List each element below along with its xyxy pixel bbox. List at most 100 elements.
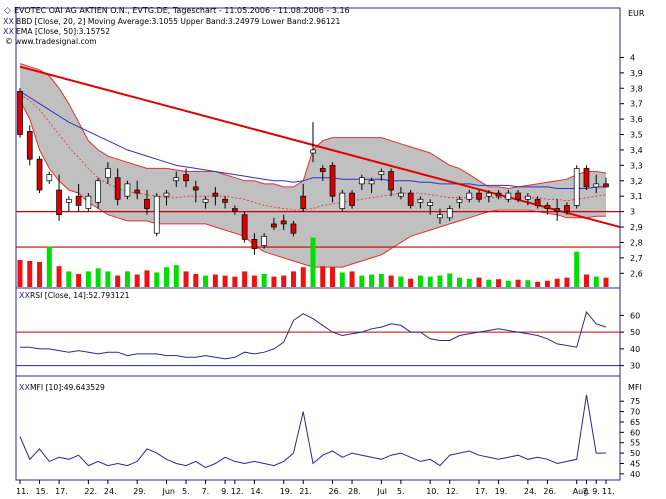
x-tick-label: 28. — [348, 487, 361, 496]
volume-bar — [95, 268, 101, 287]
price-tick-label: 2,6 — [630, 269, 643, 278]
mfi-tick-label: 55 — [630, 439, 640, 448]
x-tick-label: 9. — [592, 487, 600, 496]
mfi-panel — [15, 375, 621, 481]
mfi-tick-label: 45 — [630, 459, 640, 468]
price-tick-label: 4 — [630, 53, 635, 62]
volume-bar — [212, 274, 218, 287]
volume-bar — [369, 274, 375, 287]
candle-body — [222, 198, 228, 203]
candle-body — [251, 239, 258, 249]
volume-bar — [583, 274, 589, 287]
mfi-tick-label: 75 — [630, 397, 640, 406]
bollinger-fill — [20, 63, 606, 268]
x-tick-label: 12. — [231, 487, 244, 496]
trendline — [19, 65, 621, 228]
candle-body — [271, 223, 277, 228]
ema-series — [19, 90, 606, 189]
volume-bar — [310, 237, 316, 287]
volume-bar — [203, 275, 209, 287]
mfi-tick-label: 40 — [630, 470, 640, 479]
candle-body — [407, 192, 414, 206]
candle-body — [495, 192, 502, 197]
candle-body — [583, 168, 590, 188]
price-tick-label: 3,4 — [630, 146, 643, 155]
x-tick-label: 15. — [36, 487, 49, 496]
price-tick-label: 2,9 — [630, 223, 643, 232]
price-tick-label: 3,9 — [630, 69, 643, 78]
candle-body — [65, 198, 72, 203]
candle-body — [300, 195, 307, 209]
candle-body — [485, 192, 492, 197]
price-tick-label: 3,2 — [630, 177, 643, 186]
candle-body — [232, 208, 238, 212]
mfi-tick-label: 50 — [630, 449, 640, 458]
x-tick-label: 24. — [524, 487, 537, 496]
volume-bar — [134, 274, 140, 287]
mfi-legend-icon: XX — [19, 383, 30, 392]
volume-bar — [76, 274, 82, 287]
candle-body — [593, 183, 600, 188]
volume-bar — [251, 275, 257, 287]
x-tick-label: 17. — [55, 487, 68, 496]
volume-bar — [564, 277, 570, 287]
price-tick-label: 3,5 — [630, 131, 643, 140]
volume-bar — [339, 272, 345, 287]
x-tick-label: 11. — [602, 487, 615, 496]
volume-bar — [27, 261, 33, 287]
candle-body — [525, 195, 531, 200]
price-tick-label: 2,8 — [630, 238, 643, 247]
candle-body — [564, 205, 570, 212]
candle-body — [554, 208, 561, 212]
trendline-segment — [19, 65, 621, 228]
candle-body — [476, 192, 482, 200]
candle-body — [261, 235, 268, 246]
price-tick-label: 3,7 — [630, 100, 643, 109]
price-horizontal-lines — [16, 211, 620, 248]
volume-bar — [593, 276, 599, 287]
volume-bar — [359, 275, 365, 287]
candle-body — [202, 198, 209, 203]
price-tick-label: 3,1 — [630, 192, 643, 201]
volume-bar — [85, 271, 91, 287]
volume-bar — [398, 276, 404, 287]
x-tick-label: 17. — [475, 487, 488, 496]
candle-body — [358, 177, 365, 185]
x-tick-label: Aug — [573, 487, 589, 496]
volume-bar — [124, 271, 130, 287]
candle-body — [46, 174, 53, 182]
rsi-series — [20, 310, 607, 360]
volume-bar — [476, 277, 482, 287]
candle-body — [26, 131, 33, 160]
volume-bar — [281, 275, 287, 287]
candle-body — [339, 192, 346, 209]
volume-bar — [457, 277, 462, 287]
volume-bar — [544, 280, 550, 287]
rsi-y-axis: 30 40 50 60 — [620, 311, 640, 371]
candle-body — [124, 183, 131, 197]
rsi-legend-icon: XX — [19, 291, 30, 300]
volume-bar — [515, 279, 521, 287]
rsi-tick-label: 30 — [630, 362, 640, 371]
rsi-tick-label: 50 — [630, 328, 640, 337]
candle-body — [17, 90, 23, 135]
volume-bar — [261, 274, 267, 287]
mfi-legend: MFI [10]:49.643529 — [30, 383, 105, 392]
x-tick-label: 11. — [16, 487, 29, 496]
volume-bar — [300, 267, 306, 287]
volume-bar — [232, 276, 238, 287]
volume-bar — [447, 273, 453, 287]
ema-legend: EMA [Close, 50]:3.15752 — [16, 27, 110, 36]
candle-body — [144, 198, 150, 209]
candle-body — [534, 198, 541, 206]
candle-body — [36, 158, 43, 191]
volume-bar — [46, 246, 52, 287]
x-tick-label: 5. — [397, 487, 405, 496]
x-tick-label: 12. — [446, 487, 459, 496]
mfi-axis-label: MFI — [628, 383, 642, 392]
candle-body — [56, 189, 62, 216]
volume-bar — [66, 271, 72, 287]
candle-body — [85, 195, 92, 209]
volume-bar — [525, 280, 531, 287]
